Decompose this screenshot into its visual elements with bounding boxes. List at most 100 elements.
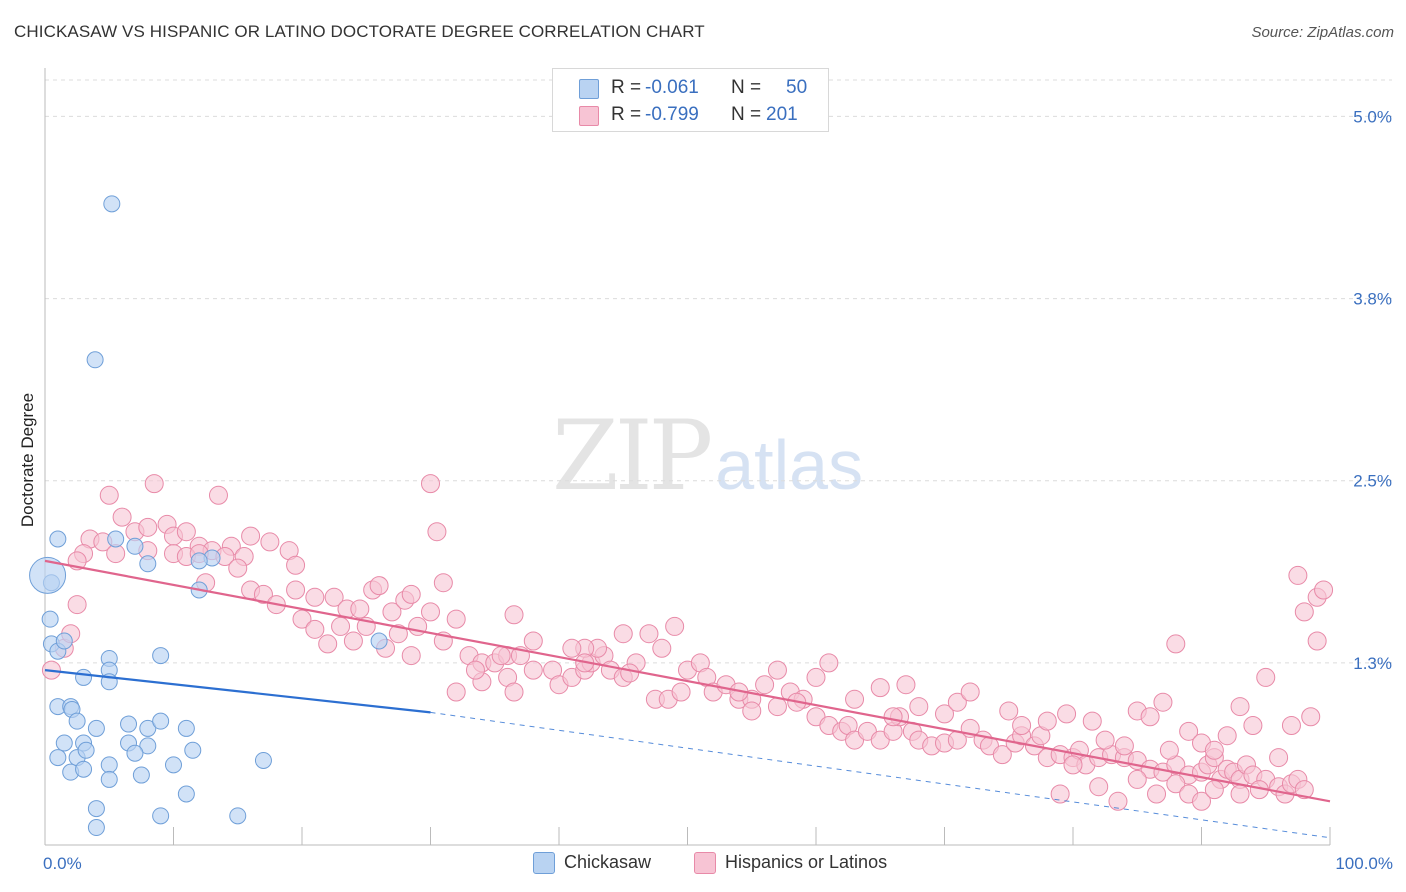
chickasaw-point — [152, 647, 170, 665]
hispanic-point — [305, 619, 325, 639]
hispanic-point — [1147, 784, 1167, 804]
hispanic-point — [446, 609, 466, 629]
stats-legend-row-chickasaw: R = -0.061 N = 50 — [553, 75, 828, 101]
hispanic-point — [369, 576, 389, 596]
chickasaw-point — [87, 800, 105, 818]
hispanic-point — [767, 697, 787, 717]
hispanic-point — [382, 602, 402, 622]
r-value-hispanic: -0.799 — [645, 104, 699, 125]
hispanic-point — [138, 517, 158, 537]
n-value-hispanic: 201 — [766, 104, 798, 125]
hispanic-point — [1082, 711, 1102, 731]
r-label: R = — [611, 104, 642, 125]
hispanic-point — [491, 646, 511, 666]
hispanic-point — [1204, 740, 1224, 760]
chickasaw-point — [75, 668, 93, 686]
hispanic-point — [260, 532, 280, 552]
hispanic-point — [1050, 784, 1070, 804]
hispanic-point — [845, 689, 865, 709]
chickasaw-point — [177, 719, 195, 737]
chickasaw-point — [41, 610, 59, 628]
hispanic-point — [331, 616, 351, 636]
hispanic-point — [1256, 667, 1276, 687]
hispanic-point — [652, 638, 672, 658]
hispanic-point — [504, 682, 524, 702]
hispanic-point — [909, 697, 929, 717]
hispanic-point — [343, 631, 363, 651]
r-value-chickasaw: -0.061 — [645, 77, 699, 98]
hispanic-point — [421, 474, 440, 494]
n-label: N = — [731, 104, 762, 125]
chart-title: CHICKASAW VS HISPANIC OR LATINO DOCTORAT… — [14, 22, 705, 41]
chickasaw-point — [107, 530, 125, 548]
hispanic-point — [1140, 707, 1160, 727]
chickasaw-point — [120, 715, 138, 733]
y-tick-label: 3.8% — [1353, 290, 1392, 309]
legend-chickasaw-label: Chickasaw — [564, 852, 652, 872]
hispanic-point — [523, 660, 543, 680]
r-label: R = — [611, 77, 642, 98]
chickasaw-point — [139, 737, 157, 755]
hispanic-point — [1153, 692, 1173, 712]
hispanic-point — [1037, 711, 1057, 731]
hispanic-point — [523, 631, 543, 651]
hispanic-point — [562, 638, 582, 658]
hispanic-point — [1057, 704, 1077, 724]
source-label: Source: ZipAtlas.com — [1251, 24, 1394, 41]
hispanic-point — [1269, 748, 1289, 768]
hispanic-point — [1307, 631, 1327, 651]
hispanic-point — [870, 678, 890, 698]
chickasaw-point — [55, 632, 73, 650]
hispanic-point — [1089, 777, 1109, 797]
hispanic-point — [1230, 697, 1250, 717]
chickasaw-point — [184, 741, 202, 759]
watermark: ZIPatlas — [552, 400, 863, 512]
hispanic-point — [504, 605, 524, 625]
hispanic-point — [305, 587, 325, 607]
hispanic-point — [228, 558, 248, 578]
hispanic-point — [665, 616, 685, 636]
hispanic-point — [819, 653, 839, 673]
hispanic-point — [1243, 716, 1263, 736]
hispanic-point — [1114, 736, 1134, 756]
hispanic-point — [208, 485, 228, 505]
hispanic-point — [960, 682, 980, 702]
chickasaw-point — [87, 819, 105, 837]
hispanic-point — [639, 624, 659, 644]
hispanic-point — [401, 584, 421, 604]
hispanic-point — [767, 660, 787, 680]
n-value-chickasaw: 50 — [786, 77, 808, 98]
hispanic-point — [1294, 602, 1314, 622]
hispanic-point — [742, 701, 762, 721]
watermark-zip: ZIP — [552, 400, 713, 512]
hispanic-point — [1127, 769, 1147, 789]
chickasaw-point — [165, 756, 182, 774]
hispanic-point — [1281, 716, 1301, 736]
hispanic-point — [286, 555, 306, 575]
chickasaw-point — [132, 766, 150, 784]
hispanic-point — [1166, 634, 1186, 654]
hispanic-point — [999, 701, 1019, 721]
chickasaw-trendline-extension — [430, 711, 1331, 839]
hispanic-point — [427, 522, 447, 542]
hispanic-point — [1204, 780, 1224, 800]
hispanic-point — [292, 609, 312, 629]
chickasaw-point — [177, 785, 195, 803]
chickasaw-point — [87, 719, 105, 737]
hispanic-point — [350, 599, 370, 619]
chickasaw-point — [75, 760, 93, 778]
hispanic-point — [433, 573, 453, 593]
stats-legend: R = -0.061 N = 50 R = -0.799 N = 201 — [552, 68, 829, 132]
chickasaw-point — [100, 770, 118, 788]
chickasaw-point — [77, 741, 95, 759]
hispanic-point — [1166, 774, 1186, 794]
hispanic-point — [144, 474, 164, 494]
hispanic-point — [253, 584, 273, 604]
hispanic-point — [241, 526, 261, 546]
hispanic-point — [1230, 784, 1250, 804]
chickasaw-point — [139, 555, 157, 573]
chickasaw-point — [55, 734, 73, 752]
hispanic-point — [1288, 565, 1308, 585]
legend-hispanic-label: Hispanics or Latinos — [725, 852, 888, 872]
